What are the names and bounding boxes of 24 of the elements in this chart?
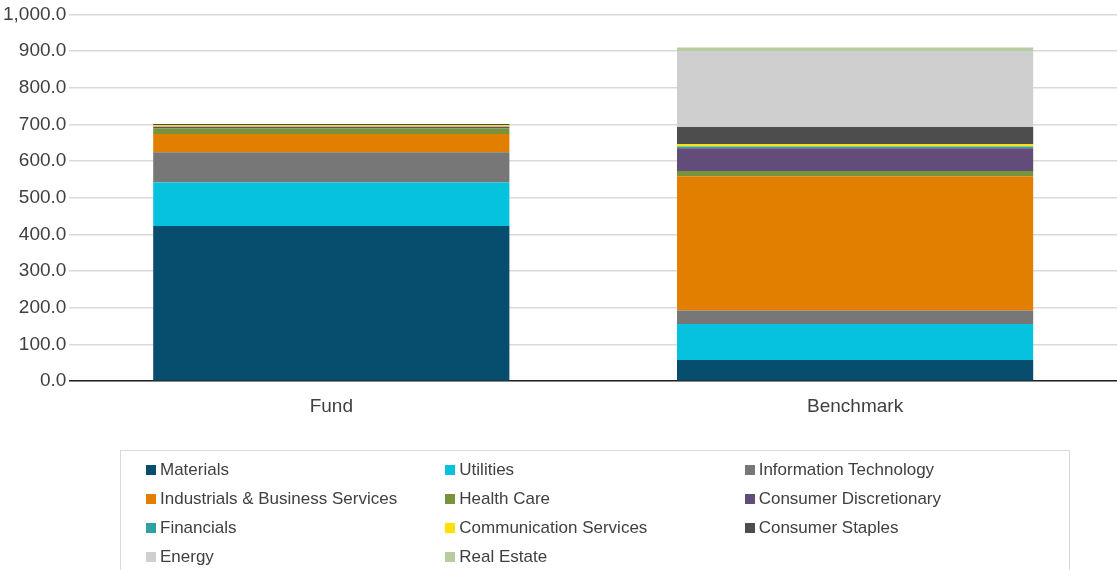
y-tick-label: 300.0 xyxy=(18,259,67,281)
y-tick-label: 500.0 xyxy=(18,186,67,208)
y-tick-label: 0.0 xyxy=(39,369,67,391)
y-tick-label: 900.0 xyxy=(18,39,67,61)
y-tick-label: 400.0 xyxy=(18,222,67,244)
x-tick-label: Benchmark xyxy=(807,394,904,416)
y-tick-label: 200.0 xyxy=(18,296,67,318)
y-tick-label: 700.0 xyxy=(18,112,67,134)
y-tick-label: 800.0 xyxy=(18,75,67,97)
legend-label: Energy xyxy=(160,546,214,568)
legend-label: Utilities xyxy=(459,459,515,481)
legend-label: Financials xyxy=(160,517,237,539)
legend-label: Consumer Staples xyxy=(758,517,899,539)
legend-label: Consumer Discretionary xyxy=(758,488,941,510)
legend-label: Materials xyxy=(160,459,229,481)
x-tick-label: Fund xyxy=(309,394,353,416)
y-tick-label: 1,000.0 xyxy=(2,2,67,24)
y-tick-label: 600.0 xyxy=(18,149,67,171)
y-tick-label: 100.0 xyxy=(18,332,67,354)
legend-label: Real Estate xyxy=(459,546,548,568)
legend-label: Health Care xyxy=(459,488,551,510)
legend-label: Communication Services xyxy=(459,517,648,539)
legend-label: Industrials & Business Services xyxy=(160,488,398,510)
legend-label: Information Technology xyxy=(758,459,935,481)
